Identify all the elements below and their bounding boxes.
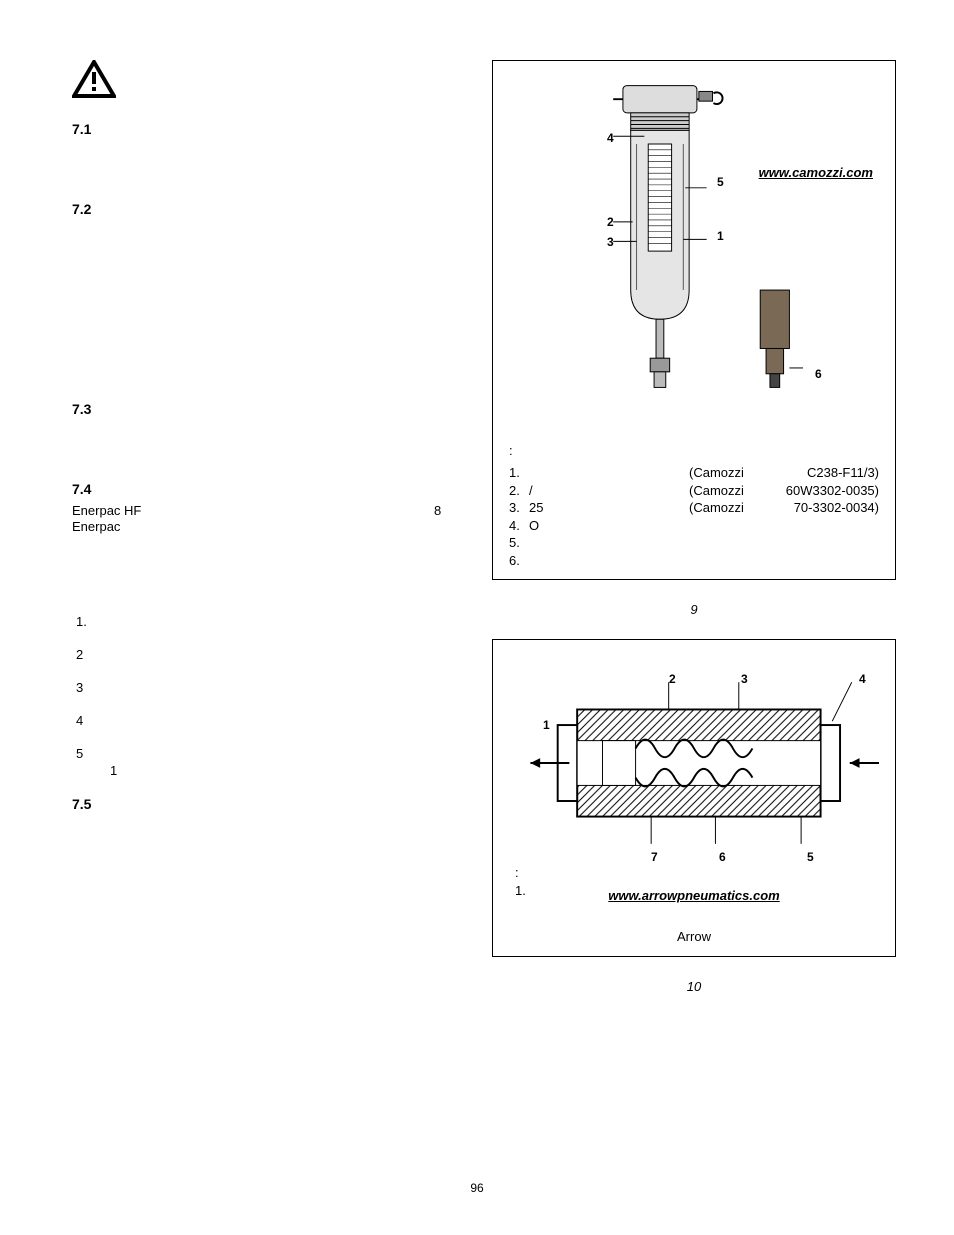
section-7-4-line2: Enerpac: [72, 519, 452, 535]
figure-10-caption: 10: [492, 979, 896, 994]
parts-brand: [689, 534, 779, 552]
parts-brand: [689, 552, 779, 570]
parts-num: 2.: [509, 482, 529, 500]
right-column: 4 2 3 5 1 6 www.camozzi.com : 1. (Camozzi…: [492, 60, 896, 994]
numbered-list: 1. 2 3 4 5 1: [72, 614, 452, 778]
figure-9-caption: 9: [492, 602, 896, 617]
parts-pn: [779, 517, 879, 535]
callout-6: 6: [815, 367, 822, 381]
list-item: 5: [76, 746, 452, 761]
parts-pn: [779, 552, 879, 570]
list-item: 3: [76, 680, 452, 695]
parts-brand: (Camozzi: [689, 482, 779, 500]
parts-pn: C238-F11/3): [779, 464, 879, 482]
callout-3: 3: [607, 235, 614, 249]
arrow-link[interactable]: www.arrowpneumatics.com: [509, 888, 879, 903]
parts-row: 4.O: [509, 517, 879, 535]
figure-10-image: 1 2 3 4 5 6 7 : 1.: [509, 654, 879, 884]
warning-icon: [72, 60, 452, 103]
section-7-2-head: 7.2: [72, 201, 452, 217]
section-7-4-line1: Enerpac HF: [72, 503, 452, 519]
section-7-4-head: 7.4: [72, 481, 452, 497]
parts-row: 3.25(Camozzi70-3302-0034): [509, 499, 879, 517]
parts-pn: 70-3302-0034): [779, 499, 879, 517]
parts-num: 4.: [509, 517, 529, 535]
figure-10-item-1: 1.: [515, 883, 526, 898]
callout-3: 3: [741, 672, 748, 686]
parts-brand: (Camozzi: [689, 464, 779, 482]
parts-pn: [779, 534, 879, 552]
parts-num: 3.: [509, 499, 529, 517]
figure-9-image: 4 2 3 5 1 6 www.camozzi.com: [509, 75, 879, 435]
parts-desc: [529, 464, 689, 482]
list-item: 2: [76, 647, 452, 662]
parts-list-head: :: [509, 443, 879, 458]
parts-row: 2./(Camozzi60W3302-0035): [509, 482, 879, 500]
callout-2: 2: [669, 672, 676, 686]
parts-desc: /: [529, 482, 689, 500]
floating-8: 8: [434, 503, 441, 518]
parts-desc: 25: [529, 499, 689, 517]
callout-5: 5: [717, 175, 724, 189]
parts-num: 6.: [509, 552, 529, 570]
parts-desc: O: [529, 517, 689, 535]
parts-num: 1.: [509, 464, 529, 482]
callout-1: 1: [717, 229, 724, 243]
callout-6: 6: [719, 850, 726, 864]
list-item: 4: [76, 713, 452, 728]
parts-row: 5.: [509, 534, 879, 552]
callout-1: 1: [543, 718, 550, 732]
parts-pn: 60W3302-0035): [779, 482, 879, 500]
parts-brand: (Camozzi: [689, 499, 779, 517]
left-column: 7.1 7.2 7.3 7.4 Enerpac HF Enerpac 1. 2 …: [72, 60, 452, 994]
page-number: 96: [0, 1181, 954, 1195]
parts-row: 6.: [509, 552, 879, 570]
figure-9-box: 4 2 3 5 1 6 www.camozzi.com : 1. (Camozzi…: [492, 60, 896, 580]
list-item: 1.: [76, 614, 452, 629]
callout-5: 5: [807, 850, 814, 864]
section-7-3-head: 7.3: [72, 401, 452, 417]
callout-7: 7: [651, 850, 658, 864]
section-7-5-head: 7.5: [72, 796, 452, 812]
section-7-1-head: 7.1: [72, 121, 452, 137]
figure-10-parts-head: :: [515, 865, 519, 880]
parts-num: 5.: [509, 534, 529, 552]
figure-9-parts-list: : 1.(CamozziC238-F11/3)2./(Camozzi60W330…: [509, 443, 879, 569]
parts-brand: [689, 517, 779, 535]
camozzi-link[interactable]: www.camozzi.com: [759, 165, 873, 180]
parts-desc: [529, 552, 689, 570]
callout-2: 2: [607, 215, 614, 229]
parts-desc: [529, 534, 689, 552]
figure-10-brand: Arrow: [509, 929, 879, 944]
callout-4: 4: [859, 672, 866, 686]
list-subitem: 1: [76, 763, 452, 778]
parts-row: 1. (CamozziC238-F11/3): [509, 464, 879, 482]
callout-4: 4: [607, 131, 614, 145]
figure-10-box: 1 2 3 4 5 6 7 : 1. www.arrowpneumatics.c…: [492, 639, 896, 957]
